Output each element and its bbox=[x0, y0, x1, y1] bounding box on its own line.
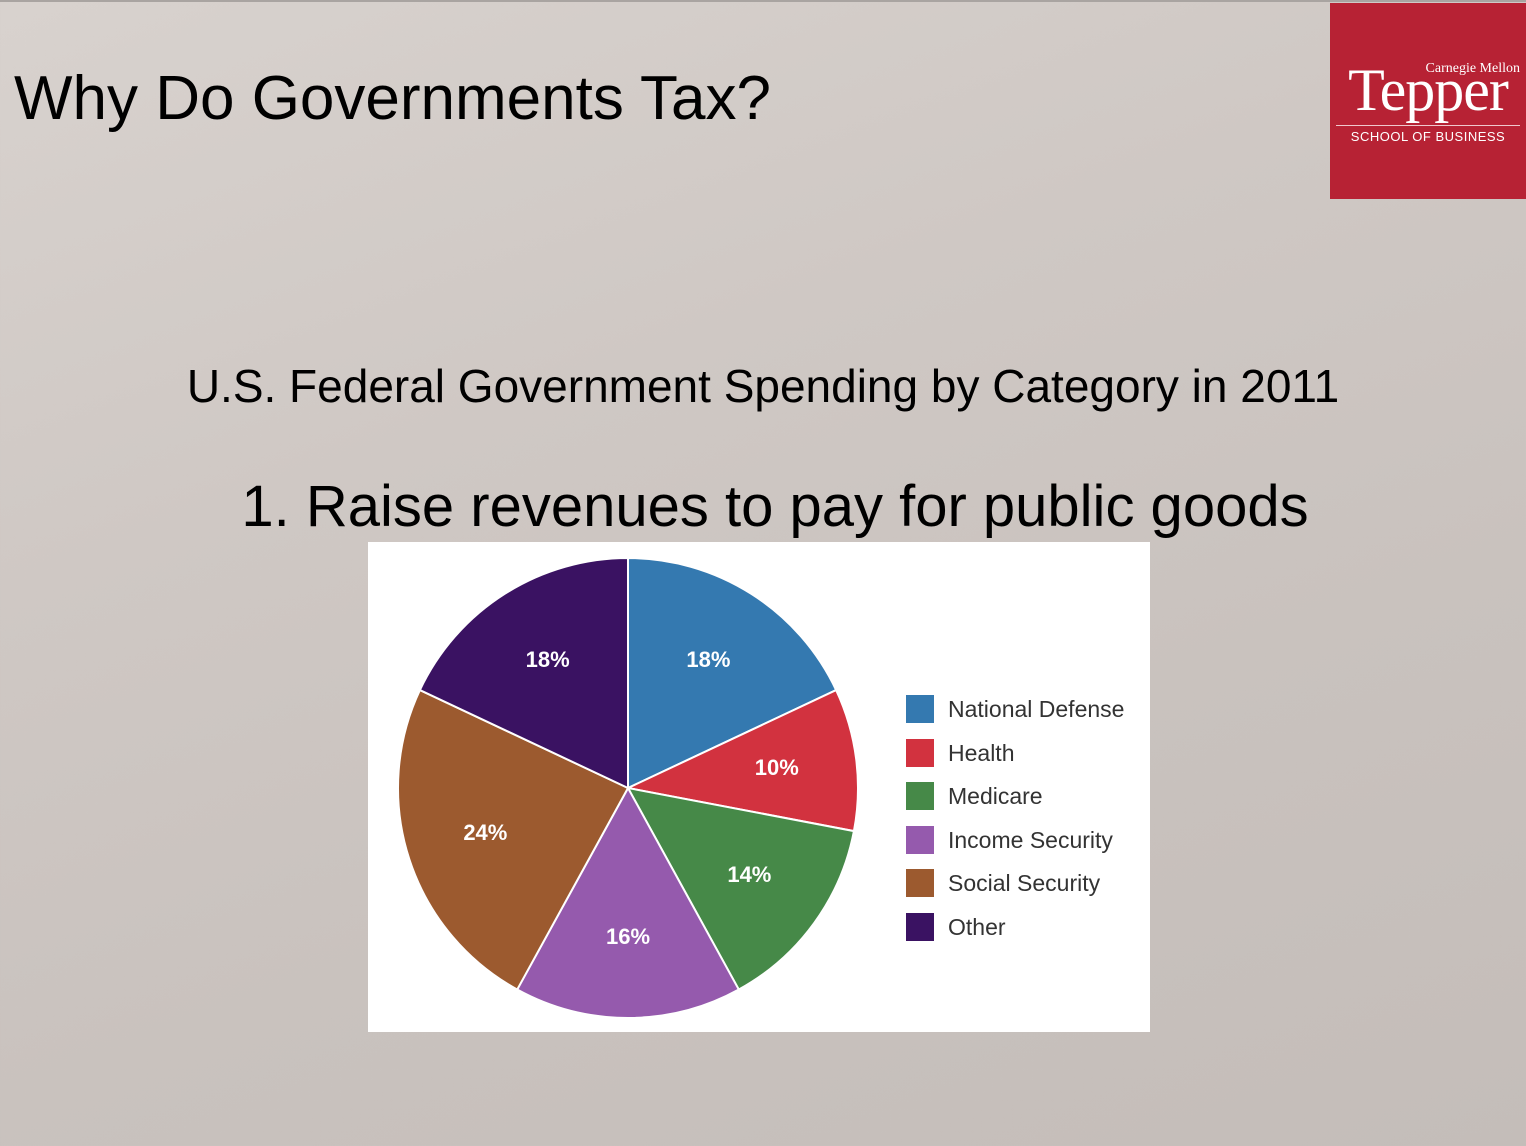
pie-slice-other bbox=[418, 556, 629, 790]
legend-swatch bbox=[906, 912, 934, 941]
chart-panel: 18% 10% 14% 16% 24% 18% National Defense Healt… bbox=[368, 542, 1150, 1032]
bullet-point: 1. Raise revenues to pay for public good… bbox=[241, 474, 1309, 539]
legend-label: Social Security bbox=[948, 870, 1101, 896]
pie-slice-social-security bbox=[397, 688, 630, 991]
legend-swatch bbox=[906, 695, 934, 723]
logo-university-name: Carnegie Mellon bbox=[1425, 61, 1520, 76]
legend-item-health: Health bbox=[906, 738, 1146, 782]
legend-swatch bbox=[906, 869, 934, 897]
slice-label-income-security: 16% bbox=[606, 924, 650, 949]
legend-item-income-security: Income Security bbox=[906, 825, 1146, 869]
legend-swatch bbox=[906, 825, 934, 854]
pie-slices bbox=[397, 556, 859, 1019]
slice-label-medicare: 14% bbox=[727, 862, 771, 887]
slice-label-national-defense: 18% bbox=[686, 647, 730, 672]
top-rule bbox=[0, 0, 1526, 2]
chart-legend: National Defense Health Medicare Income Sec… bbox=[906, 694, 1146, 955]
pie-slice-health bbox=[624, 688, 859, 833]
legend-label: Medicare bbox=[948, 783, 1043, 809]
legend-swatch bbox=[906, 738, 934, 767]
legend-label: Health bbox=[948, 739, 1015, 766]
legend-label: National Defense bbox=[948, 696, 1125, 722]
logo-subline: SCHOOL OF BUSINESS bbox=[1350, 129, 1506, 144]
legend-item-national-defense: National Defense bbox=[906, 694, 1146, 738]
slice-label-social-security: 24% bbox=[463, 820, 507, 845]
logo-divider bbox=[1336, 125, 1520, 126]
tepper-logo: Carnegie Mellon Tepper SCHOOL OF BUSINES… bbox=[1330, 3, 1526, 199]
legend-label: Other bbox=[948, 913, 1006, 940]
slice-label-health: 10% bbox=[755, 755, 799, 780]
slice-label-other: 18% bbox=[526, 647, 570, 672]
slide-title: Why Do Governments Tax? bbox=[14, 64, 771, 133]
legend-item-social-security: Social Security bbox=[906, 868, 1146, 912]
pie-slice-medicare bbox=[626, 786, 856, 991]
pie-chart: 18% 10% 14% 16% 24% 18% bbox=[397, 556, 859, 1019]
legend-item-other: Other bbox=[906, 912, 1146, 956]
legend-swatch bbox=[906, 782, 934, 810]
legend-label: Income Security bbox=[948, 826, 1113, 853]
legend-item-medicare: Medicare bbox=[906, 781, 1146, 825]
pie-slice-national-defense bbox=[627, 556, 838, 790]
pie-labels: 18% 10% 14% 16% 24% 18% bbox=[463, 647, 799, 949]
chart-title: U.S. Federal Government Spending by Cate… bbox=[186, 360, 1340, 412]
logo-wordmark: Tepper bbox=[1348, 57, 1509, 123]
pie-slice-income-security bbox=[515, 785, 741, 1019]
